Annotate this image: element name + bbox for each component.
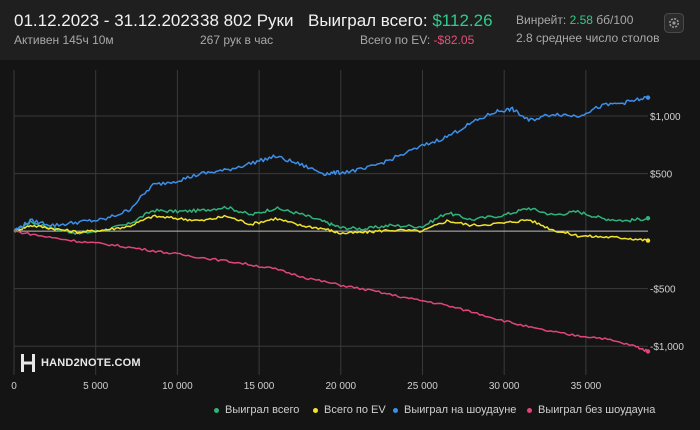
legend-label: Выиграл без шоудауна: [538, 404, 656, 416]
series-non-showdown: [13, 230, 649, 352]
x-tick-label: 10 000: [162, 381, 193, 392]
h-logo-icon: [21, 354, 35, 372]
y-tick-label: $500: [650, 170, 673, 181]
legend-item[interactable]: Выиграл без шоудауна: [527, 404, 655, 416]
legend-dot-icon: [393, 407, 398, 413]
x-tick-label: 30 000: [489, 381, 520, 392]
x-tick-label: 20 000: [325, 381, 356, 392]
axes: 0 5 000 10 000 15 000 20 000 25 000 30 000 35 0…: [11, 112, 684, 392]
logo-text: HAND2NOTE.COM: [41, 357, 141, 369]
y-tick-label: $1,000: [650, 112, 681, 123]
x-tick-label: 0: [11, 381, 17, 392]
x-tick-label: 25 000: [407, 381, 438, 392]
winrate-summary: Винрейт: 2.58 бб/100: [516, 13, 633, 27]
series-ev-total: [13, 214, 649, 242]
average-tables: 2.8 среднее число столов: [516, 31, 660, 45]
legend-item[interactable]: Всего по EV: [313, 404, 386, 416]
won-total-summary: Выиграл всего: $112.26: [308, 11, 493, 31]
date-range[interactable]: 01.12.2023 - 31.12.2023: [14, 11, 200, 30]
legend-dot-icon: [214, 407, 219, 413]
y-tick-label: -$500: [650, 285, 676, 296]
legend-item[interactable]: Выиграл на шоудауне: [393, 404, 516, 416]
series-end-point: [645, 216, 651, 221]
legend-label: Выиграл на шоудауне: [404, 404, 517, 416]
ev-total-label: Всего по EV:: [360, 33, 431, 47]
header: 01.12.2023 - 31.12.2023 Активен 145ч 10м…: [0, 0, 700, 60]
won-total-value: $112.26: [432, 11, 493, 30]
won-total-label: Выиграл всего:: [308, 11, 428, 30]
legend-dot-icon: [313, 407, 318, 413]
x-tick-label: 5 000: [83, 381, 108, 392]
legend-label: Выиграл всего: [225, 404, 300, 416]
hands-count: 38 802 Руки: [200, 11, 294, 30]
series: [13, 95, 651, 354]
x-tick-label: 35 000: [571, 381, 602, 392]
chart-legend: Выиграл всего Всего по EV Выиграл на шоуда…: [0, 404, 700, 422]
gear-icon[interactable]: [664, 13, 684, 33]
y-tick-label: -$1,000: [650, 342, 684, 353]
hands-per-hour: 267 рук в час: [200, 33, 274, 47]
series-end-point: [645, 238, 651, 243]
hand2note-logo: HAND2NOTE.COM: [20, 352, 141, 374]
legend-dot-icon: [527, 407, 532, 413]
winrate-value: 2.58: [569, 13, 593, 27]
active-time: Активен 145ч 10м: [14, 33, 114, 47]
legend-label: Всего по EV: [324, 404, 386, 416]
series-showdown: [13, 95, 649, 232]
legend-item[interactable]: Выиграл всего: [214, 404, 299, 416]
ev-total-summary: Всего по EV: -$82.05: [360, 33, 474, 47]
series-end-point: [645, 95, 651, 100]
ev-total-value: -$82.05: [433, 33, 475, 47]
x-tick-label: 15 000: [244, 381, 275, 392]
series-end-point: [645, 349, 651, 354]
winrate-label: Винрейт:: [516, 13, 567, 27]
winrate-unit: бб/100: [596, 13, 634, 27]
profit-chart: 0 5 000 10 000 15 000 20 000 25 000 30 000 35 0…: [11, 70, 684, 392]
